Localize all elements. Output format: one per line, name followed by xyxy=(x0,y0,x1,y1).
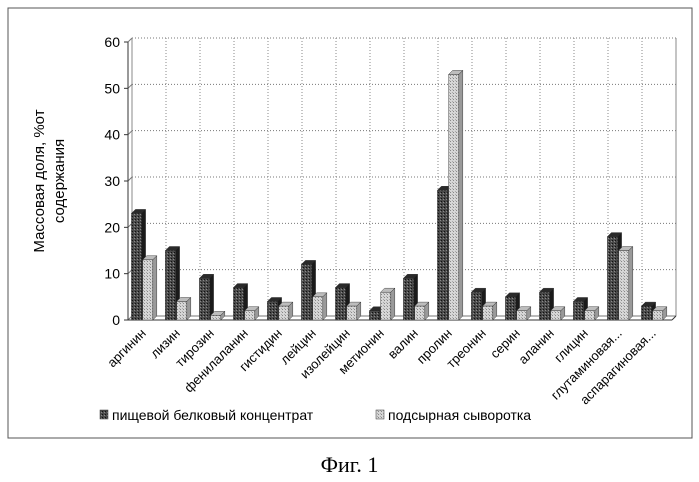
bar-chart: 0 10 20 30 40 50 60 Массовая доля, %отсодержани… xyxy=(0,0,699,440)
y-axis-label-line: содержания xyxy=(51,139,68,223)
bar-whey xyxy=(347,306,357,320)
bar-side xyxy=(459,70,463,320)
bar-whey xyxy=(381,292,391,320)
bar-side xyxy=(187,297,191,320)
bar-concentrate xyxy=(335,288,345,320)
figure-caption: Фиг. 1 xyxy=(0,452,699,478)
x-tick-label: аланин xyxy=(515,326,556,367)
y-tick-label: 20 xyxy=(104,219,120,235)
gridline-side xyxy=(128,38,132,42)
gridline-side xyxy=(128,131,132,135)
bar-side xyxy=(391,288,395,320)
x-axis-corner xyxy=(672,316,676,320)
bar-whey xyxy=(415,306,425,320)
bar-concentrate xyxy=(471,292,481,320)
bar-concentrate xyxy=(641,306,651,320)
bar-whey xyxy=(551,311,561,320)
legend-swatch-concentrate xyxy=(100,410,108,419)
bar-whey xyxy=(517,311,527,320)
legend-swatch-whey xyxy=(376,410,384,419)
y-axis-label-line: Массовая доля, %от xyxy=(31,109,48,252)
bar-concentrate xyxy=(165,251,175,321)
bar-concentrate xyxy=(199,278,209,320)
bar-whey xyxy=(449,74,459,320)
bar-side xyxy=(153,256,157,320)
bar-whey xyxy=(245,311,255,320)
y-tick-label: 0 xyxy=(112,312,120,328)
bar-whey xyxy=(177,301,187,320)
bar-concentrate xyxy=(267,301,277,320)
y-tick-label: 30 xyxy=(104,173,120,189)
bar-concentrate xyxy=(403,278,413,320)
chart-area: 0 10 20 30 40 50 60 Массовая доля, %отсодержани… xyxy=(0,0,699,440)
bar-concentrate xyxy=(233,288,243,320)
y-tick-label: 40 xyxy=(104,127,120,143)
y-tick-label: 10 xyxy=(104,266,120,282)
bar-concentrate xyxy=(573,301,583,320)
bar-whey xyxy=(653,311,663,320)
bar-concentrate xyxy=(131,213,141,320)
bar-concentrate xyxy=(437,190,447,320)
bar-concentrate xyxy=(607,237,617,320)
bar-whey xyxy=(619,251,629,321)
y-tick-label: 50 xyxy=(104,80,120,96)
bar-side xyxy=(323,293,327,320)
gridline-side xyxy=(128,84,132,88)
bar-concentrate xyxy=(505,297,515,320)
bar-concentrate xyxy=(301,264,311,320)
legend-label: подсырная сыворотка xyxy=(388,407,531,423)
bar-whey xyxy=(279,306,289,320)
bar-concentrate xyxy=(369,311,379,320)
y-tick-label: 60 xyxy=(104,34,120,50)
bar-whey xyxy=(313,297,323,320)
bar-concentrate xyxy=(539,292,549,320)
gridline-side xyxy=(128,177,132,181)
bar-whey xyxy=(211,315,221,320)
x-tick-label: аргинин xyxy=(104,326,149,371)
y-axis-label: Массовая доля, %отсодержания xyxy=(31,109,68,252)
bar-side xyxy=(629,247,633,321)
bar-whey xyxy=(483,306,493,320)
legend-label: пищевой белковый концентрат xyxy=(112,407,314,423)
bar-whey xyxy=(143,260,153,320)
bar-whey xyxy=(585,311,595,320)
